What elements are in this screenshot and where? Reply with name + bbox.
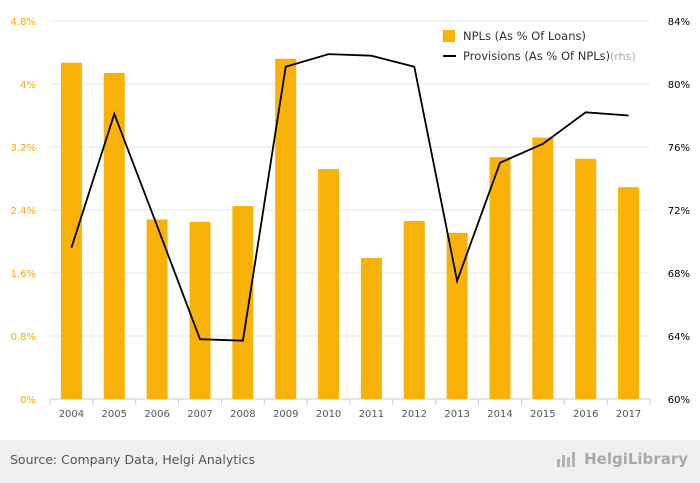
y-left-tick-label: 1.6%	[11, 269, 36, 280]
bar-npl	[360, 258, 382, 399]
y-right-tick-label: 64%	[668, 332, 690, 343]
bar-npl	[318, 169, 340, 399]
y-right-tick-label: 76%	[668, 143, 690, 154]
x-tick-label: 2004	[59, 409, 84, 420]
brand-name: HelgiLibrary	[584, 450, 688, 468]
y-right-tick-label: 80%	[668, 80, 690, 91]
bar-npl	[446, 232, 468, 399]
x-tick-label: 2008	[230, 409, 255, 420]
bar-npl	[146, 219, 168, 399]
y-right-tick-label: 84%	[668, 17, 690, 28]
x-tick-label: 2005	[102, 409, 127, 420]
x-tick-label: 2012	[402, 409, 427, 420]
bar-chart-logo-icon	[557, 452, 576, 467]
bar-npl	[275, 58, 297, 400]
bar-npl	[189, 221, 211, 399]
y-left-tick-label: 0.8%	[11, 332, 36, 343]
line-provisions	[70, 53, 629, 342]
x-tick-label: 2017	[616, 409, 641, 420]
legend-rhs-note: (rhs)	[610, 50, 636, 63]
x-tick-label: 2010	[316, 409, 341, 420]
bar-npl	[489, 157, 511, 399]
bar-npl	[618, 187, 640, 399]
x-tick-label: 2013	[444, 409, 469, 420]
y-left-tick-label: 4.8%	[11, 17, 36, 28]
x-tick-label: 2007	[187, 409, 212, 420]
bar-npl	[232, 206, 254, 399]
y-left-tick-label: 0%	[20, 395, 36, 406]
bar-npl	[575, 158, 597, 399]
footer: Source: Company Data, Helgi Analytics He…	[0, 440, 700, 483]
bar-npl	[60, 62, 82, 400]
legend-swatch-npl	[443, 30, 455, 42]
legend-label-provisions: Provisions (As % Of NPLs)	[463, 49, 610, 63]
y-right-tick-label: 68%	[668, 269, 690, 280]
x-tick-label: 2006	[144, 409, 169, 420]
x-tick-label: 2009	[273, 409, 298, 420]
brand[interactable]: HelgiLibrary	[556, 450, 688, 468]
x-tick-label: 2011	[359, 409, 384, 420]
y-left-tick-label: 3.2%	[11, 143, 36, 154]
bar-npl	[403, 221, 425, 399]
y-left-tick-label: 2.4%	[11, 206, 36, 217]
x-tick-label: 2014	[487, 409, 512, 420]
bar-npl	[532, 137, 554, 400]
y-left-tick-label: 4%	[20, 80, 36, 91]
y-right-tick-label: 72%	[668, 206, 690, 217]
x-tick-label: 2015	[530, 409, 555, 420]
y-right-tick-label: 60%	[668, 395, 690, 406]
bar-npl	[103, 72, 125, 399]
source-text: Source: Company Data, Helgi Analytics	[10, 452, 256, 467]
legend-label-npl: NPLs (As % Of Loans)	[463, 29, 586, 43]
chart-svg: 0% 60% 0.8% 64% 1.6% 68% 2.4% 72% 3.2% 76% 4% 80% 4.…	[11, 17, 690, 420]
x-tick-label: 2016	[573, 409, 598, 420]
